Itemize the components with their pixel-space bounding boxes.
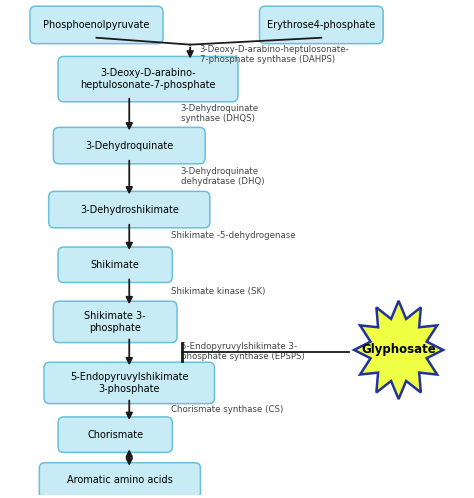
Text: 3-Dehydroshikimate: 3-Dehydroshikimate: [80, 205, 179, 215]
FancyBboxPatch shape: [49, 191, 210, 228]
FancyBboxPatch shape: [58, 247, 173, 282]
Text: Shikimate -5-dehydrogenase: Shikimate -5-dehydrogenase: [172, 231, 296, 240]
Text: Phosphoenolpyruvate: Phosphoenolpyruvate: [43, 20, 150, 30]
Text: Chorismate: Chorismate: [87, 430, 143, 440]
Text: 5-Endopyruvylshikimate
3-phosphate: 5-Endopyruvylshikimate 3-phosphate: [70, 372, 189, 394]
FancyBboxPatch shape: [58, 56, 238, 102]
Text: 3-Dehydroquinate
synthase (DHQS): 3-Dehydroquinate synthase (DHQS): [181, 104, 259, 124]
Polygon shape: [354, 301, 443, 399]
Text: Glyphosate: Glyphosate: [361, 344, 436, 357]
Text: Shikimate 3-
phosphate: Shikimate 3- phosphate: [84, 311, 146, 333]
Text: 3-Deoxy-D-arabino-heptulosonate-
7-phosphate synthase (DAHPS): 3-Deoxy-D-arabino-heptulosonate- 7-phosp…: [200, 45, 349, 64]
FancyBboxPatch shape: [259, 6, 383, 44]
Text: Shikimate kinase (SK): Shikimate kinase (SK): [172, 287, 266, 296]
Text: Aromatic amino acids: Aromatic amino acids: [67, 476, 173, 486]
Text: Chorismate synthase (CS): Chorismate synthase (CS): [172, 405, 283, 414]
FancyBboxPatch shape: [44, 362, 215, 403]
Text: 3-Dehydroquinate
dehydratase (DHQ): 3-Dehydroquinate dehydratase (DHQ): [181, 167, 264, 186]
FancyBboxPatch shape: [30, 6, 163, 44]
Text: Erythrose4-phosphate: Erythrose4-phosphate: [267, 20, 375, 30]
FancyBboxPatch shape: [54, 301, 177, 343]
Text: Shikimate: Shikimate: [91, 260, 140, 270]
Text: 3-Deoxy-D-arabino-
heptulosonate-7-phosphate: 3-Deoxy-D-arabino- heptulosonate-7-phosp…: [80, 68, 216, 90]
FancyBboxPatch shape: [39, 463, 201, 498]
FancyBboxPatch shape: [58, 417, 173, 452]
Text: 3-Dehydroquinate: 3-Dehydroquinate: [85, 140, 173, 150]
FancyBboxPatch shape: [54, 127, 205, 164]
Text: 5-Endopyruvylshikimate 3-
phosphate synthase (EPSPS): 5-Endopyruvylshikimate 3- phosphate synt…: [181, 342, 304, 361]
